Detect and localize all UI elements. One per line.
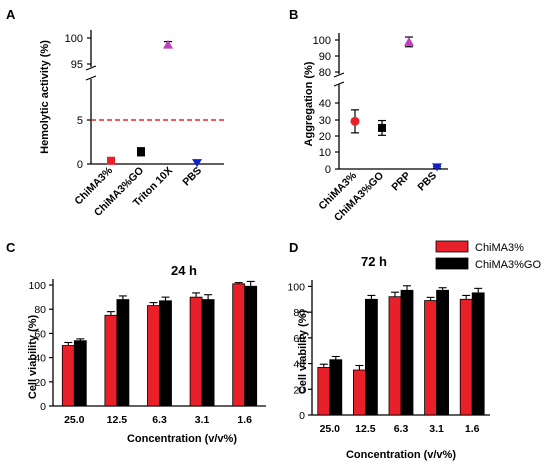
y-axis-label-a: Hemolytic activity (%) xyxy=(39,40,51,154)
x-tick-label-c-0: 25.0 xyxy=(64,414,85,426)
axis-break-b-1 xyxy=(333,72,345,78)
x-axis-label-d: Concentration (v/v%) xyxy=(346,449,456,461)
x-tick-label-c-2: 6.3 xyxy=(152,414,167,426)
bar-d-chima3go-3 xyxy=(436,289,450,416)
y-tick-label-d-100: 100 xyxy=(287,281,305,293)
y-tick-label-b-20: 20 xyxy=(319,131,331,143)
marker-pbs xyxy=(432,163,442,172)
x-tick-label-d-4: 1.6 xyxy=(465,423,480,435)
x-tick-labels-d: 25.0 12.5 6.3 3.1 1.6 xyxy=(320,423,480,435)
y-axis-label-b: Aggregation (%) xyxy=(303,61,315,146)
axis-break-a-2 xyxy=(85,75,97,81)
bar-d-chima3go-1 xyxy=(364,298,378,416)
y-tick-label-c-80: 80 xyxy=(34,304,46,316)
bar-c-chima3-4 xyxy=(232,283,246,407)
x-tick-label-d-2: 6.3 xyxy=(394,423,409,435)
legend-label-chima3: ChiMA3% xyxy=(475,242,524,254)
x-tick-label-d-0: 25.0 xyxy=(320,423,341,435)
bar-d-chima3-1 xyxy=(352,369,366,416)
bar-c-chima3go-1 xyxy=(116,299,130,407)
bar-d-chima3go-0 xyxy=(329,359,343,416)
chart-title-d: 72 h xyxy=(361,254,387,269)
x-tick-label-c-4: 1.6 xyxy=(237,414,252,426)
panel-a: A Hemolytic activity (%) 100 95 5 0 ChiM… xyxy=(6,7,224,219)
y-tick-label-b-30: 30 xyxy=(319,115,331,127)
markers-a xyxy=(107,39,202,168)
bars-c xyxy=(61,280,258,407)
bar-c-chima3go-0 xyxy=(73,340,87,407)
y-tick-label-c-40: 40 xyxy=(34,353,46,365)
panel-d: D 72 h Cell viability (%) Concentration … xyxy=(287,240,541,461)
x-tick-label-b-2: PRP xyxy=(389,170,413,194)
legend-swatch-chima3 xyxy=(435,240,469,253)
chart-title-c: 24 h xyxy=(171,263,197,278)
y-tick-label-b-90: 90 xyxy=(319,51,331,63)
y-tick-label-a-95: 95 xyxy=(71,59,83,71)
y-tick-label-d-80: 80 xyxy=(293,307,305,319)
y-tick-label-d-0: 0 xyxy=(299,410,305,422)
y-tick-label-c-100: 100 xyxy=(28,280,46,292)
bar-d-chima3-4 xyxy=(459,298,473,416)
axis-break-a-1 xyxy=(85,65,97,71)
y-tick-label-a-5: 5 xyxy=(77,115,83,127)
panel-letter-d: D xyxy=(289,240,298,255)
bar-c-chima3go-2 xyxy=(159,300,172,407)
bar-c-chima3go-3 xyxy=(201,299,215,407)
marker-chima3-go xyxy=(378,123,386,132)
marker-pbs xyxy=(192,159,202,168)
y-tick-label-d-60: 60 xyxy=(293,333,305,345)
x-tick-label-c-1: 12.5 xyxy=(107,414,128,426)
axis-break-b-2 xyxy=(333,81,345,87)
panel-b: B Aggregation (%) 100 90 80 40 30 20 10 … xyxy=(289,7,448,224)
y-tick-label-d-20: 20 xyxy=(293,384,305,396)
bar-c-chima3go-4 xyxy=(244,285,258,407)
y-tick-label-a-0: 0 xyxy=(77,159,83,171)
y-tick-label-c-20: 20 xyxy=(34,377,46,389)
marker-prp xyxy=(404,36,414,46)
bar-c-chima3-1 xyxy=(104,314,118,407)
y-tick-label-b-80: 80 xyxy=(319,67,331,79)
x-tick-label-d-3: 3.1 xyxy=(429,423,444,435)
bar-c-chima3-0 xyxy=(61,345,75,407)
x-axis-label-c: Concentration (v/v%) xyxy=(127,433,237,445)
y-axis-label-d: Cell viability (%) xyxy=(297,309,309,394)
y-axis-label-c: Cell viability (%) xyxy=(27,314,39,399)
panel-letter-a: A xyxy=(6,7,16,22)
x-tick-label-d-1: 12.5 xyxy=(355,423,376,435)
panel-letter-b: B xyxy=(289,7,298,22)
y-tick-label-b-40: 40 xyxy=(319,98,331,110)
bars-d xyxy=(317,285,485,416)
bar-d-chima3-2 xyxy=(388,296,402,416)
marker-triton-10x xyxy=(163,39,173,49)
marker-chima3-go xyxy=(137,147,145,156)
y-tick-label-b-0: 0 xyxy=(325,164,331,176)
x-tick-label-c-3: 3.1 xyxy=(195,414,210,426)
y-tick-label-b-100: 100 xyxy=(313,35,331,47)
bar-c-chima3-3 xyxy=(189,296,203,407)
x-tick-label-a-3: PBS xyxy=(180,165,204,189)
y-tick-label-c-60: 60 xyxy=(34,328,46,340)
panel-letter-c: C xyxy=(6,240,16,255)
x-tick-label-b-3: PBS xyxy=(415,170,439,194)
markers-b xyxy=(350,36,442,172)
y-tick-label-c-0: 0 xyxy=(40,401,46,413)
bar-d-chima3go-2 xyxy=(400,289,414,416)
bar-d-chima3-3 xyxy=(424,300,438,416)
marker-chima3- xyxy=(107,156,115,165)
y-tick-label-d-40: 40 xyxy=(293,359,305,371)
bar-d-chima3go-4 xyxy=(471,292,485,416)
legend-label-chima3go: ChiMA3%GO xyxy=(475,259,541,271)
panel-c: C 24 h Cell viability (%) Concentration … xyxy=(6,240,266,445)
legend-swatch-chima3go xyxy=(435,257,469,270)
marker-chima3- xyxy=(350,116,360,126)
y-tick-label-a-100: 100 xyxy=(65,33,83,45)
y-tick-label-b-10: 10 xyxy=(319,147,331,159)
x-tick-labels-c: 25.0 12.5 6.3 3.1 1.6 xyxy=(64,414,252,426)
y-ticks-b xyxy=(335,39,339,170)
bar-c-chima3-2 xyxy=(147,305,160,407)
bar-d-chima3-0 xyxy=(317,367,331,416)
